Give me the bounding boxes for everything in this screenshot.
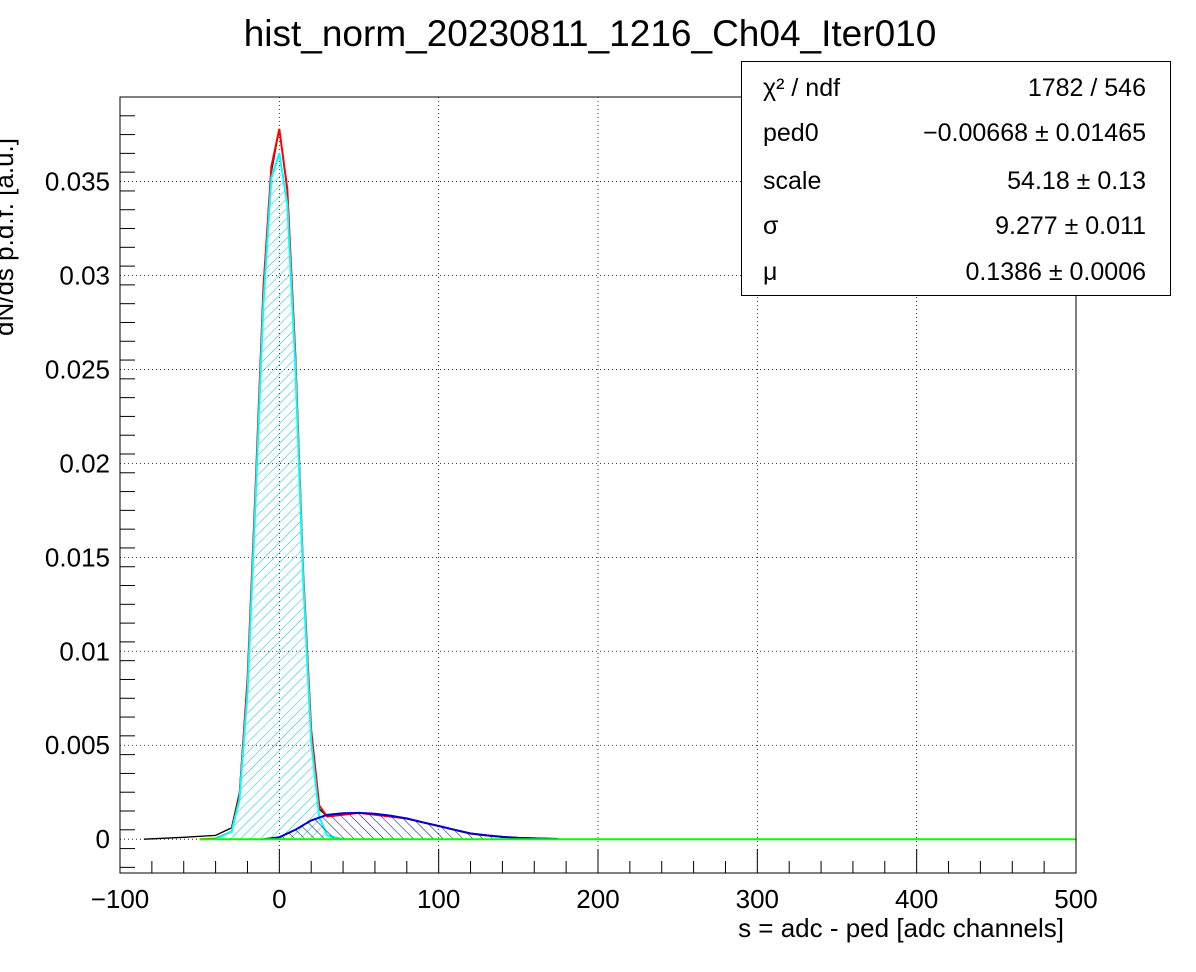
y-tick-label: 0.015 (45, 542, 110, 572)
series-line (263, 811, 559, 841)
x-axis-label: s = adc - ped [adc channels] (738, 913, 1064, 943)
stats-value: −0.00668 ± 0.01465 (923, 119, 1146, 147)
y-tick-label: 0.01 (59, 636, 110, 666)
y-tick-label: 0.02 (59, 448, 110, 478)
stats-row-sigma: σ 9.277 ± 0.011 (742, 212, 1170, 252)
stats-row-scale: scale 54.18 ± 0.13 (742, 167, 1170, 207)
stats-value: 0.1386 ± 0.0006 (965, 258, 1146, 286)
stats-row-mu: μ 0.1386 ± 0.0006 (742, 258, 1170, 298)
stats-key: χ² / ndf (763, 74, 841, 102)
stats-key: σ (763, 212, 779, 240)
y-axis-label: dN/ds p.d.f. [a.u.] (0, 138, 19, 336)
x-tick-label: 100 (417, 884, 460, 914)
x-tick-label: 400 (895, 884, 938, 914)
chart-title: hist_norm_20230811_1216_Ch04_Iter010 (244, 13, 937, 54)
x-tick-label: 0 (272, 884, 286, 914)
x-tick-label: 200 (576, 884, 619, 914)
stats-value: 54.18 ± 0.13 (1007, 167, 1146, 195)
axes: −100 0 100 200 300 400 500 0 0.005 0.01 0.015 0.02 0… (45, 96, 1098, 914)
fit-stats-box: χ² / ndf 1782 / 546 ped0 −0.00668 ± 0.01… (741, 61, 1171, 296)
stats-key: scale (763, 167, 822, 195)
stats-row-chi2: χ² / ndf 1782 / 546 (742, 74, 1170, 114)
x-tick-label: −100 (91, 884, 150, 914)
y-tick-label: 0 (96, 824, 110, 854)
series-area (263, 812, 559, 840)
y-tick-label: 0.035 (45, 167, 110, 197)
stats-row-ped0: ped0 −0.00668 ± 0.01465 (742, 119, 1170, 159)
series-area (215, 153, 344, 840)
y-tick-label: 0.005 (45, 730, 110, 760)
stats-value: 1782 / 546 (1027, 74, 1146, 102)
series-line (215, 153, 344, 841)
stats-value: 9.277 ± 0.011 (995, 212, 1146, 240)
y-tick-label: 0.025 (45, 354, 110, 384)
stats-key: μ (763, 258, 778, 286)
stats-key: ped0 (763, 119, 819, 147)
x-tick-label: 300 (736, 884, 779, 914)
x-tick-label: 500 (1054, 884, 1097, 914)
histogram-line (143, 128, 559, 840)
y-tick-label: 0.03 (59, 260, 110, 290)
plot-area (143, 128, 1076, 841)
